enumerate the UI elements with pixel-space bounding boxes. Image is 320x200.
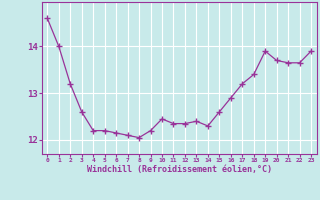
X-axis label: Windchill (Refroidissement éolien,°C): Windchill (Refroidissement éolien,°C) <box>87 165 272 174</box>
